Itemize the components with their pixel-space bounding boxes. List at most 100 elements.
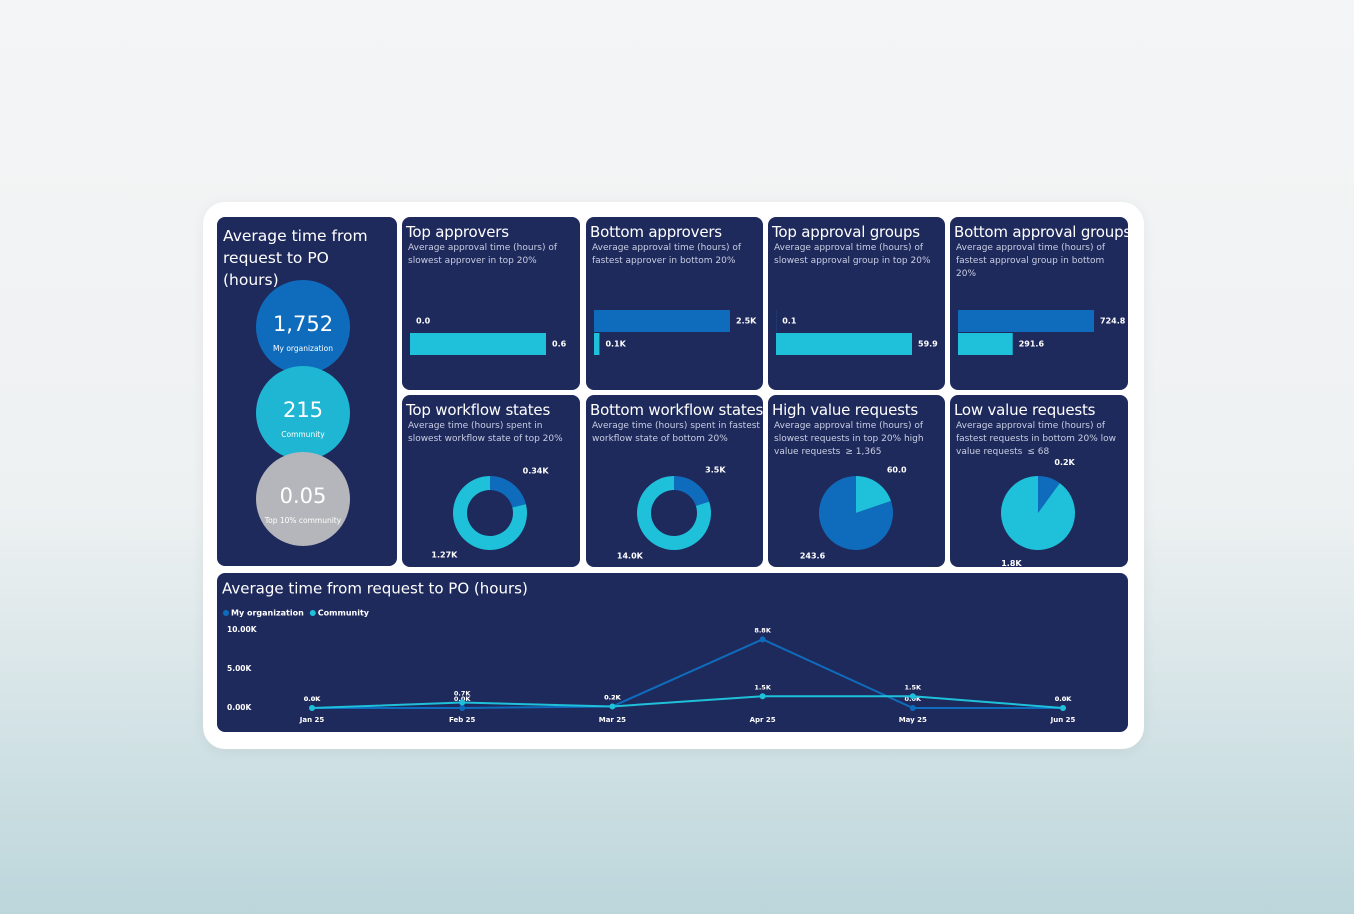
bar	[958, 310, 1094, 332]
kpi-panel: Average time from request to PO (hours) …	[217, 217, 397, 566]
panel-subtitle: Average approval time (hours) of slowest…	[774, 421, 924, 457]
legend-label: My organization	[231, 609, 304, 618]
panel-header: Bottom workflow states Average time (hour…	[590, 401, 763, 446]
x-tick-label: Jun 25	[1050, 716, 1076, 724]
panel-subtitle-block: Average time (hours) spent in slowest wo…	[406, 420, 577, 446]
panel-subtitle-block: Average approval time (hours) of slowest…	[772, 420, 942, 459]
panel-header: High value requests Average approval time…	[772, 401, 942, 459]
pie-slice	[819, 476, 893, 550]
panel-header: Low value requests Average approval time …	[954, 401, 1125, 459]
chart-svg: Average time from request to PO (hours) M…	[222, 580, 1076, 725]
kpi-label: Top 10% community	[264, 516, 342, 525]
panel-note: ≤ 68	[1027, 447, 1050, 457]
x-tick-label: May 25	[899, 716, 927, 724]
chart-svg: 0.2K 1.8K	[1001, 458, 1076, 567]
y-tick-label: 5.00K	[227, 664, 253, 673]
series-line	[312, 638, 1063, 709]
data-label: 2.5K	[736, 317, 757, 326]
legend-label: Community	[318, 609, 370, 618]
panel-title: Bottom workflow states	[590, 401, 763, 419]
panel-header: Top approvers Average approval time (hour…	[406, 223, 577, 268]
panel-subtitle: Average approval time (hours) of slowest…	[408, 243, 558, 266]
donut-segment	[453, 476, 527, 550]
x-tick-label: Mar 25	[599, 716, 626, 724]
pie-slice	[856, 476, 892, 513]
data-label: 1.5K	[754, 683, 772, 691]
panel-subtitle-block: Average approval time (hours) of fastest…	[954, 420, 1125, 459]
point	[909, 693, 916, 700]
panel-header: Top workflow states Average time (hours) …	[406, 401, 577, 446]
data-label: 0.0K	[304, 695, 322, 703]
chart-svg: 60.0 243.6	[800, 465, 907, 560]
donut-panel: 3.5K 14.0K Bottom workflow states Average t…	[586, 395, 763, 567]
chart-svg: 0.34K 1.27K	[431, 467, 550, 560]
panel-subtitle-block: Average approval time (hours) of slowest…	[772, 242, 942, 268]
data-label: 3.5K	[705, 466, 726, 475]
kpi-title: Average time from request to PO (hours)	[223, 227, 368, 289]
y-tick-label: 0.00K	[227, 703, 253, 712]
chart-svg: 0.0 0.6	[410, 317, 567, 355]
data-label: 0.0K	[454, 695, 472, 703]
data-label: 0.2K	[604, 693, 622, 701]
data-label: 8.8K	[754, 626, 772, 634]
data-label: 291.6	[1019, 340, 1045, 349]
panel-title: Low value requests	[954, 401, 1096, 419]
series-line	[311, 695, 1064, 709]
panel-title: Bottom approval groups	[954, 223, 1128, 241]
data-label: 0.0K	[1055, 695, 1073, 703]
bar	[594, 333, 600, 355]
chart-svg: 0.1 59.9	[776, 310, 938, 355]
pie-slice	[1038, 476, 1060, 513]
panel-subtitle: Average approval time (hours) of slowest…	[774, 243, 931, 266]
data-label: 0.7K	[454, 690, 472, 698]
data-label: 60.0	[887, 465, 907, 474]
panel-subtitle: Average time (hours) spent in fastest wo…	[592, 421, 760, 444]
data-label: 724.8	[1100, 317, 1126, 326]
x-tick-label: Apr 25	[750, 716, 776, 724]
kpi-value: 1,752	[273, 312, 333, 336]
data-label: 0.34K	[523, 467, 550, 476]
data-label: 0.1	[782, 317, 797, 326]
data-label: 0.0K	[1055, 695, 1073, 703]
panel-note: ≥ 1,365	[845, 447, 882, 457]
x-tick-label: Jan 25	[299, 716, 325, 724]
pie-panel: 60.0 243.6 High value requests Average appr…	[768, 395, 945, 567]
data-label: 0.0K	[304, 695, 322, 703]
bar-panel: 2.5K 0.1K Bottom approvers Average approval…	[586, 217, 763, 390]
panel-header: Top approval groups Average approval time…	[772, 223, 942, 268]
point	[459, 705, 466, 711]
kpi-label: Community	[281, 430, 325, 439]
data-label: 1.5K	[905, 683, 923, 691]
data-label: 0.2K	[604, 693, 622, 701]
data-label: 0.1K	[605, 340, 626, 349]
data-label: 1.8K	[1001, 559, 1022, 567]
panel-subtitle-block: Average approval time (hours) of fastest…	[954, 242, 1125, 281]
x-tick-label: Feb 25	[449, 716, 476, 724]
pie-panel: 0.2K 1.8K Low value requests Average approv…	[950, 395, 1128, 567]
kpi-value: 215	[283, 398, 323, 422]
panel-subtitle: Average time (hours) spent in slowest wo…	[408, 421, 563, 444]
bar	[958, 333, 1013, 355]
bar	[594, 310, 730, 332]
panel-subtitle-block: Average time (hours) spent in fastest wo…	[590, 420, 760, 446]
panel-subtitle: Average approval time (hours) of fastest…	[956, 243, 1106, 279]
pie-slice	[1001, 476, 1075, 550]
donut-segment	[637, 476, 711, 550]
panel-title: Top workflow states	[406, 401, 551, 419]
data-label: 0.6	[552, 340, 567, 349]
kpi-value: 0.05	[280, 484, 327, 508]
chart-svg: 2.5K 0.1K	[594, 310, 757, 355]
point	[759, 636, 766, 643]
line-panel: Average time from request to PO (hours) M…	[217, 573, 1128, 732]
panel-subtitle-block: Average approval time (hours) of slowest…	[406, 242, 577, 268]
donut-segment	[490, 476, 526, 508]
data-label: 59.9	[918, 340, 938, 349]
point	[1060, 705, 1066, 711]
panel-subtitle: Average approval time (hours) of fastest…	[956, 421, 1116, 457]
panel-title: Bottom approvers	[590, 223, 722, 241]
point	[909, 705, 916, 711]
donut-panel: 0.34K 1.27K Top workflow states Average tim…	[402, 395, 580, 567]
point	[309, 705, 315, 711]
bar-panel: 0.0 0.6 Top approvers Average approval time…	[402, 217, 580, 390]
